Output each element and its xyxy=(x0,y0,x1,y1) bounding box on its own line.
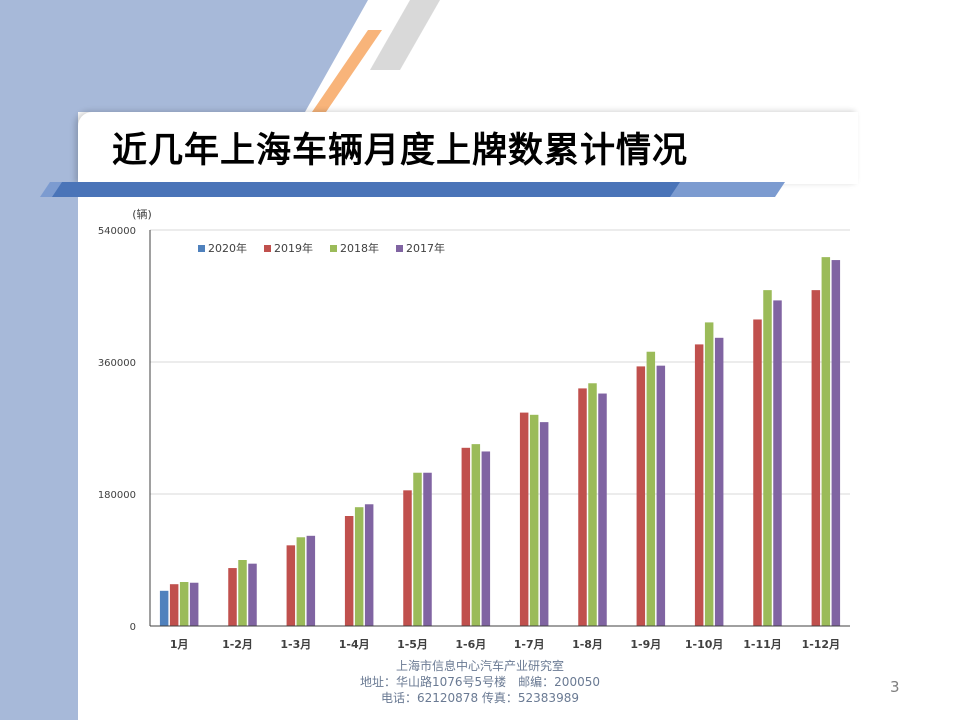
x-tick-label: 1月 xyxy=(170,638,189,651)
bar-2017年-1-5月 xyxy=(423,472,432,626)
bar-2018年-1-3月 xyxy=(296,537,306,626)
bar-chart: 0 180000 360000 540000 (辆) 1月 1-2月 1-3月 1-4月 1-5月… xyxy=(98,207,850,651)
x-tick-label: 1-8月 xyxy=(572,638,603,651)
x-tick-label: 1-5月 xyxy=(397,638,428,651)
legend-label: 2019年 xyxy=(274,241,313,255)
y-axis-unit-label: (辆) xyxy=(132,207,152,221)
bar-2018年-1-5月 xyxy=(413,472,422,626)
x-tick-label: 1-3月 xyxy=(280,638,311,651)
bar-2018年-1月 xyxy=(179,582,189,626)
x-tick-label: 1-11月 xyxy=(743,638,782,651)
bar-2017年-1-9月 xyxy=(656,365,666,626)
bar-2019年-1-6月 xyxy=(461,447,471,626)
bar-2019年-1-4月 xyxy=(344,516,354,626)
bar-2018年-1-10月 xyxy=(704,322,714,626)
footer-contact: 电话：62120878 传真：52383989 xyxy=(381,691,579,705)
y-tick-label: 0 xyxy=(130,622,136,633)
x-tick-label: 1-7月 xyxy=(514,638,545,651)
legend-swatch-2019年 xyxy=(264,245,271,252)
bar-2019年-1-12月 xyxy=(811,290,821,626)
bar-2019年-1-11月 xyxy=(753,319,762,626)
grid-lines xyxy=(150,229,850,495)
bar-2019年-1月 xyxy=(169,584,179,626)
bar-2018年-1-9月 xyxy=(646,351,656,626)
bar-2018年-1-8月 xyxy=(588,383,597,626)
y-tick-label: 180000 xyxy=(98,490,136,501)
bar-2017年-1-3月 xyxy=(306,535,316,626)
bar-2018年-1-6月 xyxy=(471,444,481,626)
orange-stripe xyxy=(312,30,382,112)
x-tick-label: 1-10月 xyxy=(685,638,724,651)
legend-swatch-2017年 xyxy=(396,245,403,252)
x-tick-label: 1-12月 xyxy=(802,638,841,651)
slide-title: 近几年上海车辆月度上牌数累计情况 xyxy=(112,131,689,171)
x-tick-label: 1-6月 xyxy=(455,638,486,651)
bar-2017年-1-12月 xyxy=(831,260,841,626)
bar-2017年-1-7月 xyxy=(539,422,549,626)
bar-2017年-1月 xyxy=(189,582,199,626)
bar-2018年-1-4月 xyxy=(354,507,364,626)
y-tick-label: 360000 xyxy=(98,358,136,369)
footer-address: 地址：华山路1076号5号楼 邮编：200050 xyxy=(360,675,600,689)
bar-2018年-1-2月 xyxy=(238,560,247,626)
bar-2019年-1-2月 xyxy=(228,568,237,626)
bar-2017年-1-10月 xyxy=(714,337,724,626)
bar-2019年-1-5月 xyxy=(403,490,412,626)
legend-label: 2020年 xyxy=(208,241,247,255)
title-card xyxy=(78,112,858,184)
legend-label: 2018年 xyxy=(340,241,379,255)
bar-2018年-1-7月 xyxy=(529,414,539,626)
blue-corner-shape xyxy=(0,0,368,112)
axis-labels: 0 180000 360000 540000 (辆) 1月 1-2月 1-3月 1-4月 1-5月… xyxy=(98,207,840,651)
legend-label: 2017年 xyxy=(406,241,445,255)
bar-2017年-1-2月 xyxy=(248,563,257,626)
bar-2017年-1-4月 xyxy=(364,504,374,626)
bar-2020年-1月 xyxy=(159,590,169,626)
bar-2019年-1-8月 xyxy=(578,388,587,626)
y-tick-label: 540000 xyxy=(98,226,136,237)
bar-2018年-1-12月 xyxy=(821,257,831,626)
gray-stripe xyxy=(370,0,440,70)
bar-2017年-1-8月 xyxy=(598,393,607,626)
x-tick-label: 1-9月 xyxy=(630,638,661,651)
footer-org: 上海市信息中心汽车产业研究室 xyxy=(395,659,564,673)
legend-swatch-2020年 xyxy=(198,245,205,252)
bar-2019年-1-3月 xyxy=(286,545,296,626)
bar-2019年-1-9月 xyxy=(636,366,646,626)
x-tick-label: 1-4月 xyxy=(339,638,370,651)
top-stripe-decoration xyxy=(0,0,440,112)
bar-2017年-1-11月 xyxy=(773,300,782,626)
bar-2018年-1-11月 xyxy=(763,290,772,626)
x-tick-label: 1-2月 xyxy=(222,638,253,651)
bar-2019年-1-10月 xyxy=(694,344,704,626)
legend: 2020年 2019年 2018年 2017年 xyxy=(198,241,445,255)
title-underline-bar xyxy=(40,182,785,197)
left-decorative-band xyxy=(0,0,78,720)
page-number: 3 xyxy=(890,678,900,696)
axes xyxy=(149,230,850,627)
title-bar-dark xyxy=(52,182,680,197)
legend-swatch-2018年 xyxy=(330,245,337,252)
bars xyxy=(159,257,841,626)
bar-2017年-1-6月 xyxy=(481,451,491,626)
bar-2019年-1-7月 xyxy=(519,412,529,626)
